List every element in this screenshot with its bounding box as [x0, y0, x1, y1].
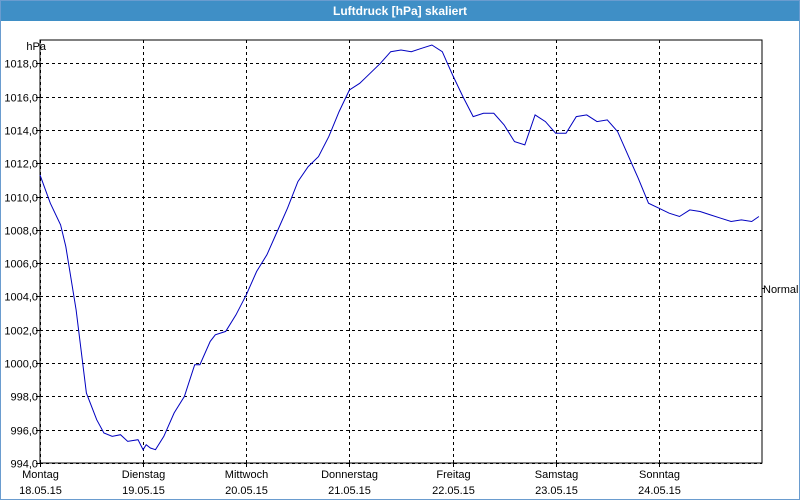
chart-title: Luftdruck [hPa] skaliert [1, 1, 799, 21]
x-tick-label-day: Montag [22, 469, 59, 481]
y-axis-label: hPa [26, 41, 46, 53]
y-tick-label: 1008,0 [4, 226, 38, 238]
x-tick-label-date: 24.05.15 [638, 485, 681, 497]
x-tick-label-day: Sonntag [639, 469, 680, 481]
y-tick-label: 1014,0 [4, 126, 38, 138]
y-tick-label: 1016,0 [4, 93, 38, 105]
y-tick-label: 994,0 [10, 459, 38, 471]
x-tick-label-date: 19.05.15 [122, 485, 165, 497]
x-tick-label-day: Samstag [535, 469, 578, 481]
pressure-series-line [39, 44, 760, 451]
x-tick-label-day: Freitag [436, 469, 470, 481]
x-tick-label-day: Mittwoch [225, 469, 268, 481]
x-tick-label-date: 23.05.15 [535, 485, 578, 497]
x-tick-label-date: 21.05.15 [328, 485, 371, 497]
y-tick-label: 1006,0 [4, 259, 38, 271]
x-tick-label-date: 20.05.15 [225, 485, 268, 497]
x-tick-label-date: 18.05.15 [19, 485, 62, 497]
y-tick-label: 1002,0 [4, 326, 38, 338]
x-tick-label-day: Dienstag [122, 469, 165, 481]
y-tick-label: 1012,0 [4, 159, 38, 171]
y-tick-label: 1018,0 [4, 59, 38, 71]
y-tick-label: 996,0 [10, 426, 38, 438]
y-tick-label: 1010,0 [4, 193, 38, 205]
reference-label-normal: Normal [763, 284, 798, 296]
x-tick-label-date: 22.05.15 [432, 485, 475, 497]
y-tick-label: 998,0 [10, 392, 38, 404]
y-tick-label: 1004,0 [4, 292, 38, 304]
y-tick-label: 1000,0 [4, 359, 38, 371]
plot-frame [39, 39, 763, 464]
x-tick-label-day: Donnerstag [321, 469, 378, 481]
